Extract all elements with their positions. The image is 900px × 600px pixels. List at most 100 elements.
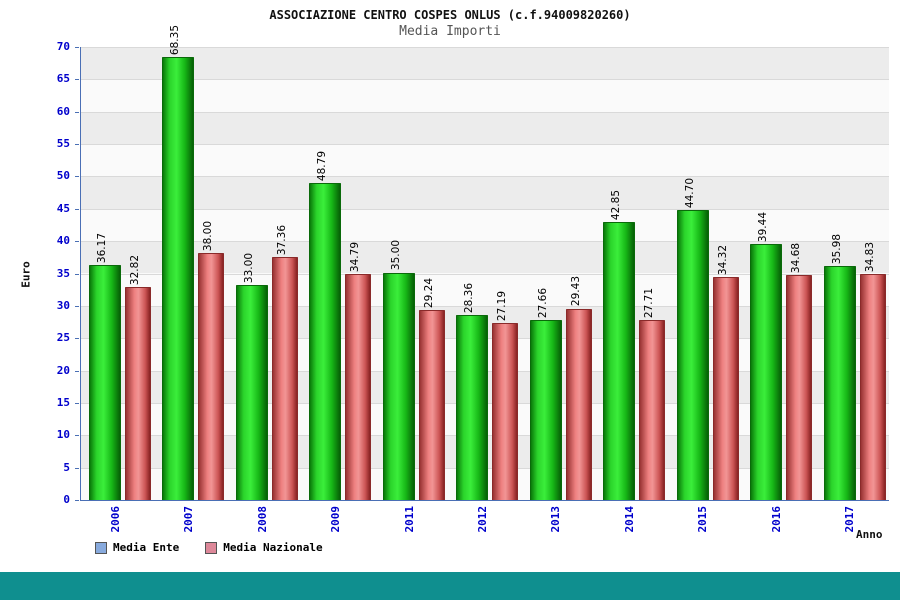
bar-media-nazionale <box>271 257 298 500</box>
bar-media-nazionale <box>786 274 813 500</box>
y-tick-mark <box>75 305 79 307</box>
y-tick-label: 0 <box>63 493 70 506</box>
bar-value-label: 27.71 <box>643 287 656 318</box>
y-tick-mark <box>75 338 79 340</box>
bar-media-ente <box>750 243 783 500</box>
x-tick-label: 2006 <box>108 506 122 533</box>
chart-title: ASSOCIAZIONE CENTRO COSPES ONLUS (c.f.94… <box>269 8 631 22</box>
y-tick-label: 15 <box>56 395 70 409</box>
bar-media-nazionale <box>639 319 666 500</box>
y-tick-label: 50 <box>56 169 70 183</box>
bar-media-nazionale <box>712 276 739 500</box>
bar-value-label: 33.00 <box>242 253 255 284</box>
bar-value-label: 48.79 <box>316 151 329 182</box>
x-tick-label: 2017 <box>843 506 857 533</box>
y-tick-mark <box>75 370 79 372</box>
y-tick-mark <box>75 273 79 275</box>
bar-value-label: 27.19 <box>496 290 509 322</box>
x-tick-label: 2007 <box>182 506 196 533</box>
bar-media-ente <box>676 209 709 500</box>
y-tick-mark <box>75 467 79 469</box>
bar-media-ente <box>382 272 415 500</box>
plot-band <box>81 144 889 177</box>
bar-media-nazionale <box>418 309 445 500</box>
legend: Media Ente Media Nazionale <box>95 541 323 554</box>
bar-value-label: 68.35 <box>169 24 182 55</box>
bar-value-label: 32.82 <box>129 254 141 285</box>
bar-value-label: 44.70 <box>683 177 696 208</box>
y-tick-mark <box>75 208 79 210</box>
gridline <box>81 208 889 210</box>
y-tick-mark <box>75 47 79 48</box>
y-tick-mark <box>75 402 79 404</box>
bar-value-label: 35.00 <box>389 240 402 271</box>
x-tick-label: 2014 <box>622 506 636 533</box>
y-tick-label: 20 <box>56 363 70 377</box>
y-tick-label: 40 <box>56 234 70 248</box>
gridline <box>81 111 889 113</box>
plot-area <box>80 47 889 501</box>
y-tick-label: 45 <box>56 201 70 215</box>
gridline <box>81 144 889 146</box>
x-tick-label: 2011 <box>402 506 416 533</box>
footer-bar <box>0 572 900 600</box>
gridline <box>81 241 889 243</box>
bar-media-ente <box>529 320 562 500</box>
x-tick-label: 2013 <box>549 506 563 533</box>
y-tick-mark <box>75 500 79 501</box>
y-tick-mark <box>75 241 79 243</box>
y-tick-mark <box>75 79 79 81</box>
bar-value-label: 34.32 <box>716 244 729 275</box>
bar-media-ente <box>309 183 342 500</box>
legend-label-media-nazionale: Media Nazionale <box>223 541 323 554</box>
legend-item-media-ente: Media Ente <box>95 541 179 554</box>
x-tick-label: 2009 <box>329 506 343 533</box>
y-tick-mark <box>75 435 79 437</box>
y-tick-mark <box>75 144 79 146</box>
bar-media-nazionale <box>198 253 225 500</box>
y-tick-label: 65 <box>56 72 70 86</box>
gridline <box>81 273 889 275</box>
bar-value-label: 34.83 <box>863 241 876 272</box>
bar-value-label: 27.66 <box>536 287 549 319</box>
x-tick-label: 2016 <box>769 506 783 533</box>
y-tick-label: 70 <box>56 40 70 53</box>
plot-band <box>81 176 889 209</box>
plot-band <box>81 208 889 242</box>
x-tick-label: 2008 <box>255 506 269 533</box>
bar-media-ente <box>162 56 195 500</box>
y-tick-mark <box>75 111 79 113</box>
y-tick-label: 5 <box>63 460 70 474</box>
x-tick-label: 2012 <box>476 506 489 533</box>
y-tick-label: 60 <box>56 104 70 118</box>
bar-value-label: 38.00 <box>202 221 215 252</box>
bar-media-ente <box>603 221 636 500</box>
chart-subtitle: Media Importi <box>399 24 501 39</box>
y-tick-mark <box>75 176 79 178</box>
bar-value-label: 29.43 <box>569 276 582 307</box>
bar-value-label: 35.98 <box>830 234 843 265</box>
bar-value-label: 36.17 <box>96 232 108 263</box>
gridline <box>81 47 889 48</box>
plot-band <box>81 47 889 80</box>
bar-media-ente <box>89 264 121 500</box>
bar-media-nazionale <box>565 308 592 500</box>
bar-value-label: 42.85 <box>610 189 623 220</box>
bar-value-label: 34.79 <box>349 241 362 272</box>
bar-media-nazionale <box>859 273 886 500</box>
y-tick-label: 35 <box>56 266 70 280</box>
plot-band <box>81 111 889 145</box>
x-tick-label: 2015 <box>696 506 710 533</box>
legend-swatch-media-nazionale <box>205 541 218 554</box>
gridline <box>81 305 889 307</box>
bar-value-label: 34.68 <box>790 242 803 273</box>
bar-media-nazionale <box>492 323 519 500</box>
bar-value-label: 37.36 <box>275 225 288 256</box>
bar-media-ente <box>456 315 489 500</box>
bar-value-label: 28.36 <box>463 283 476 314</box>
bar-media-nazionale <box>125 286 151 500</box>
gridline <box>81 79 889 81</box>
y-axis-label: Euro <box>19 261 33 288</box>
bar-media-ente <box>823 266 856 500</box>
